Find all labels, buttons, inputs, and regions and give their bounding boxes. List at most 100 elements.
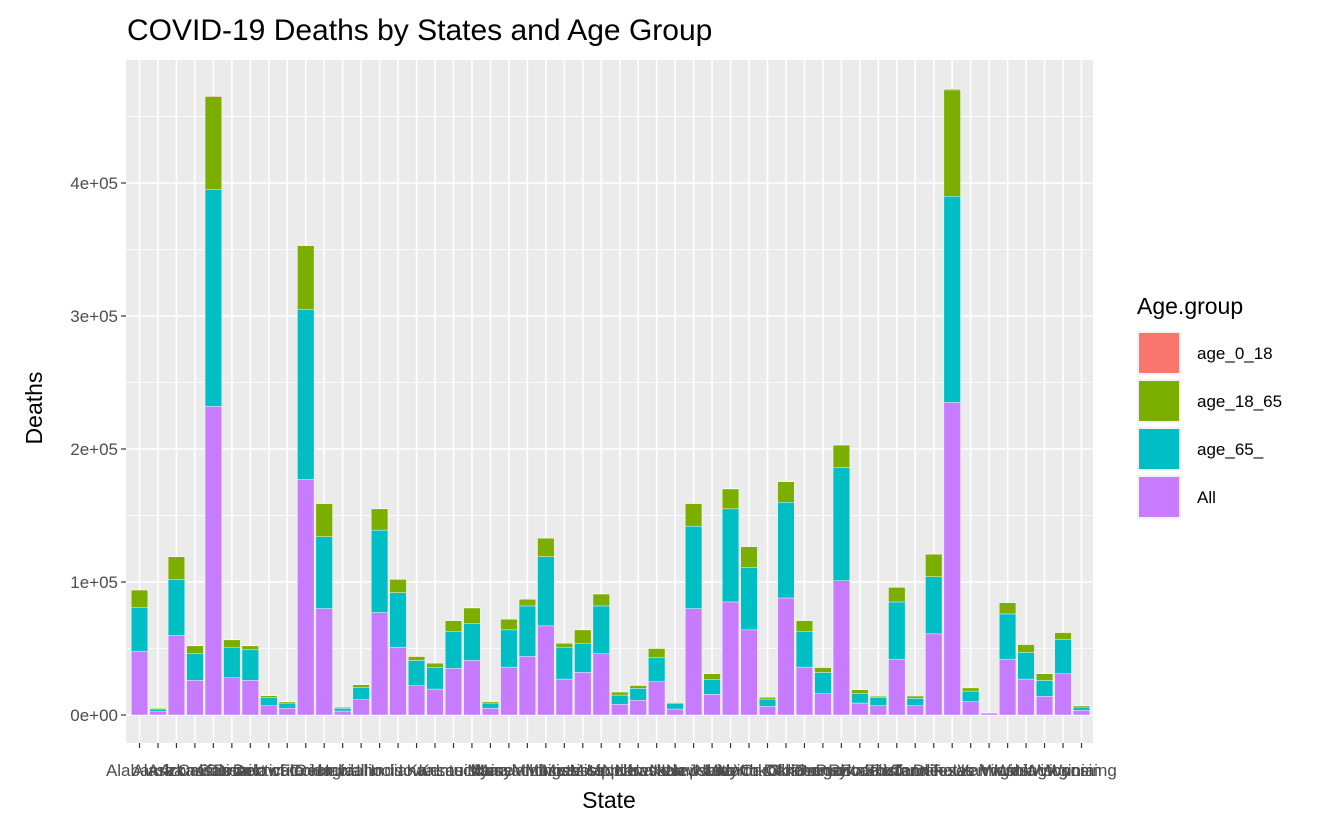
bar-segment-All [999,658,1017,716]
x-tick-label: California [177,761,249,780]
bar-segment-age_18_65 [518,599,536,607]
bar-segment-age_65_ [703,679,721,695]
y-tick-label: 3e+05 [70,307,118,326]
bar-segment-All [611,704,629,716]
bar-segment-age_65_ [463,623,481,661]
bar-segment-age_18_65 [241,645,259,651]
bar-segment-age_18_65 [260,695,278,698]
bar-segment-age_18_65 [999,602,1017,615]
y-tick-label: 4e+05 [70,174,118,193]
legend-label: All [1197,488,1216,507]
x-tick-label: Michigan [512,761,580,780]
x-tick-label: North Carolina [694,761,804,780]
bar-segment-age_65_ [1072,706,1091,711]
x-tick-label: Iowa [399,761,435,780]
bar-segment-age_18_65 [186,645,204,655]
x-tick-label: Illinois [356,761,403,780]
bar-segment-All [260,705,278,716]
y-axis-title: Deaths [21,372,47,445]
bar-segment-age_18_65 [925,553,943,577]
x-tick-label: Kansas [407,761,464,780]
x-tick-label: Alabama [106,761,174,780]
bar-segment-All [795,666,813,716]
bar-segment-age_65_ [795,631,813,668]
bar-segment-age_18_65 [555,642,573,648]
bar-segment-All [371,612,389,716]
y-tick-label: 0e+00 [70,706,118,725]
bar-segment-age_18_65 [352,684,370,688]
bar-segment-All [740,629,758,716]
bar-segment-age_65_ [962,690,980,702]
bar-segment-All [297,479,315,716]
bar-segment-age_18_65 [371,508,389,531]
bar-segment-All [500,666,518,716]
bar-segment-age_65_ [149,708,167,712]
x-tick-label: Pennsylvania [791,761,893,780]
legend-swatch-All [1139,477,1179,517]
bar-segment-All [537,625,555,716]
bar-segment-age_18_65 [167,556,185,580]
bar-segment-age_18_65 [832,444,850,468]
x-tick-label: Puerto Rico [815,761,904,780]
x-tick-label: Virginia [979,761,1036,780]
bar-segment-All [943,402,961,716]
bar-segment-age_65_ [685,525,703,609]
bar-segment-age_18_65 [814,667,832,673]
bar-segment-age_18_65 [758,696,777,700]
x-tick-label: Florida [280,761,333,780]
bar-segment-age_65_ [666,703,684,710]
x-tick-label: North Dakota [717,761,818,780]
x-tick-label: Missouri [570,761,633,780]
x-tick-label: Maryland [474,761,544,780]
bar-segment-age_65_ [1036,680,1054,697]
bar-segment-age_65_ [722,508,740,603]
bar-segment-age_65_ [315,536,333,609]
bar-segment-age_65_ [426,667,444,690]
bar-segment-All [685,608,703,716]
bar-segment-All [278,708,296,716]
bar-segment-All [444,668,463,716]
bar-segment-age_18_65 [408,656,426,661]
bar-segment-age_18_65 [1036,673,1054,681]
bar-segment-All [906,705,924,716]
bar-segment-age_18_65 [611,691,629,696]
bar-segment-age_65_ [574,642,592,673]
bar-segment-age_65_ [592,605,610,655]
x-tick-label: New Jersey [649,761,738,780]
bar-segment-age_65_ [444,631,463,669]
x-tick-label: New Hampshire [615,761,736,780]
bar-segment-All [1054,673,1072,716]
bar-segment-age_65_ [869,697,887,706]
bar-segment-All [130,650,149,716]
bar-segment-All [555,678,573,716]
bar-segment-age_18_65 [906,695,924,699]
bar-segment-age_18_65 [463,607,481,624]
bar-segment-age_65_ [204,189,222,407]
x-tick-label: New York [695,761,767,780]
bar-segment-age_18_65 [592,593,610,607]
bar-segment-All [648,681,666,716]
bar-segment-age_18_65 [777,481,795,503]
x-tick-label: Idaho [340,761,383,780]
legend-swatch-age_0_18 [1139,333,1179,373]
bar-segment-All [722,601,740,716]
x-tick-label: Wisconsin [1024,761,1101,780]
x-tick-label: Wyoming [1046,761,1117,780]
bar-segment-age_65_ [851,693,869,704]
bar-segment-age_0_18 [943,88,961,91]
y-axis: 0e+00 1e+05 2e+05 3e+05 4e+05 [70,174,126,725]
bar-segment-age_65_ [130,607,149,652]
bar-segment-age_65_ [408,660,426,686]
bar-segment-age_18_65 [703,673,721,680]
x-tick-label: Rhode Island [828,761,928,780]
bar-segment-age_18_65 [315,503,333,537]
x-tick-label: Indiana [370,761,426,780]
bar-segment-All [574,672,592,716]
legend-swatch-age_65_ [1139,429,1179,469]
bar-segment-All [408,685,426,716]
x-tick-label: District of Columbia [214,761,362,780]
bar-segment-All [204,406,222,716]
bar-segment-All [241,680,259,716]
bar-segment-age_65_ [167,579,185,636]
x-tick-label: Arkansas [159,761,230,780]
